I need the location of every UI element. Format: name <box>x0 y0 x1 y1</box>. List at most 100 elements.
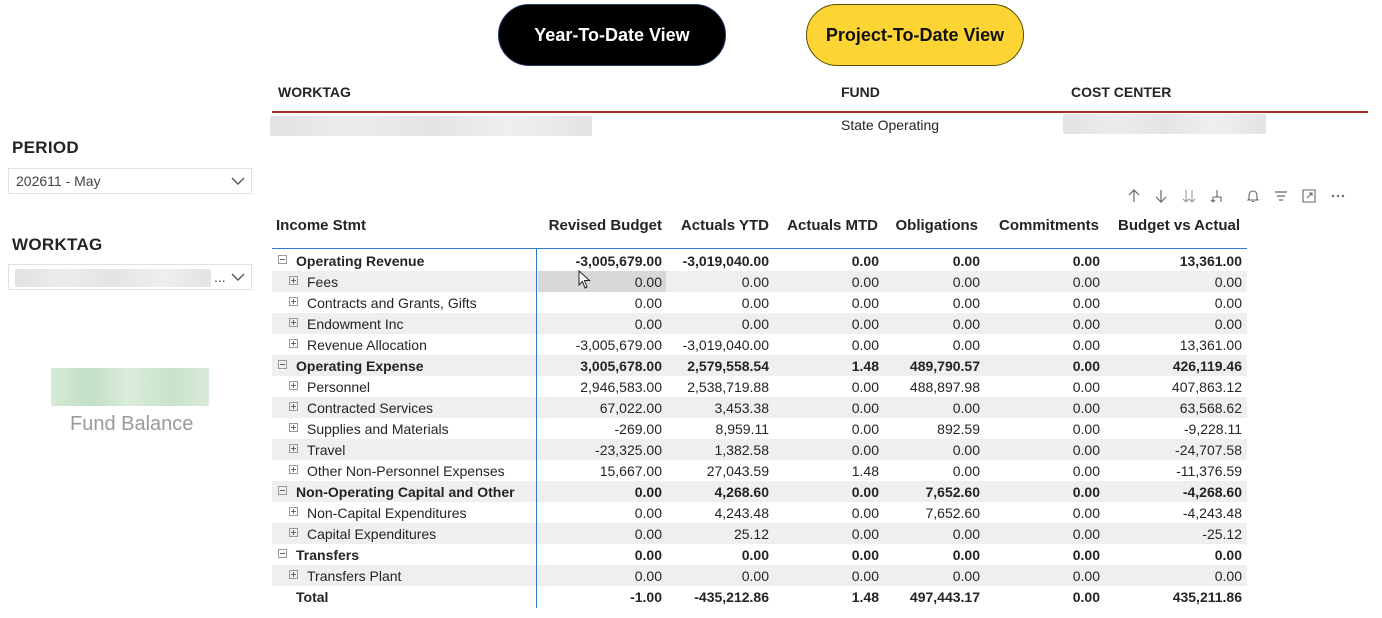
cell-actuals-ytd[interactable]: -3,019,040.00 <box>682 253 769 269</box>
year-to-date-view-button[interactable]: Year-To-Date View <box>498 4 726 66</box>
cell-actuals-ytd[interactable]: -435,212.86 <box>694 589 769 605</box>
cell-commitments[interactable]: 0.00 <box>1072 505 1100 521</box>
cell-actuals-ytd[interactable]: 8,959.11 <box>715 421 769 437</box>
cell-actuals-ytd[interactable]: 3,453.38 <box>714 400 770 416</box>
cell-commitments[interactable]: 0.00 <box>1072 463 1100 479</box>
worktag-dropdown[interactable]: ... <box>8 264 252 290</box>
cell-commitments[interactable]: 0.00 <box>1072 547 1100 563</box>
cell-commitments[interactable]: 0.00 <box>1072 421 1100 437</box>
cell-actuals-ytd[interactable]: 0.00 <box>741 274 769 290</box>
cell-commitments[interactable]: 0.00 <box>1072 274 1100 290</box>
cell-revised-budget[interactable]: -23,325.00 <box>595 442 662 458</box>
cell-budget-vs-actual[interactable]: 0.00 <box>1214 274 1242 290</box>
cell-budget-vs-actual[interactable]: 435,211.86 <box>1172 589 1242 605</box>
table-row[interactable]: Fees 0.00 0.00 0.00 0.00 0.00 0.00 <box>272 271 1247 292</box>
cell-budget-vs-actual[interactable]: 63,568.62 <box>1179 400 1242 416</box>
table-row[interactable]: Contracts and Grants, Gifts 0.00 0.00 0.00 0… <box>272 292 1247 313</box>
cell-actuals-ytd[interactable]: -3,019,040.00 <box>682 337 769 353</box>
collapse-icon[interactable] <box>278 486 287 495</box>
cell-revised-budget[interactable]: -3,005,679.00 <box>575 253 662 269</box>
cell-commitments[interactable]: 0.00 <box>1072 379 1100 395</box>
cell-obligations[interactable]: 0.00 <box>952 463 980 479</box>
cell-obligations[interactable]: 0.00 <box>952 442 980 458</box>
cell-revised-budget[interactable]: 15,667.00 <box>599 463 662 479</box>
expand-icon[interactable] <box>289 318 298 327</box>
cell-revised-budget[interactable]: -3,005,679.00 <box>575 337 662 353</box>
category-row[interactable]: Transfers 0.00 0.00 0.00 0.00 0.00 0.00 <box>272 544 1247 565</box>
cell-actuals-mtd[interactable]: 1.48 <box>851 358 879 374</box>
expand-icon[interactable] <box>289 528 298 537</box>
total-row[interactable]: Total -1.00 -435,212.86 1.48 497,443.17 0.00 4… <box>272 586 1247 607</box>
expand-icon[interactable] <box>289 402 298 411</box>
cell-obligations[interactable]: 0.00 <box>952 568 980 584</box>
cell-revised-budget[interactable]: 0.00 <box>634 547 662 563</box>
period-dropdown[interactable]: 202611 - May <box>8 168 252 194</box>
arrow-down-icon[interactable] <box>1153 188 1169 204</box>
cell-actuals-mtd[interactable]: 0.00 <box>851 379 879 395</box>
expand-icon[interactable] <box>289 444 298 453</box>
cell-revised-budget[interactable]: 0.00 <box>634 274 662 290</box>
expand-icon[interactable] <box>289 570 298 579</box>
cell-obligations[interactable]: 7,652.60 <box>925 505 981 521</box>
column-header-obligations[interactable]: Obligations <box>895 217 979 234</box>
cell-commitments[interactable]: 0.00 <box>1072 295 1100 311</box>
collapse-icon[interactable] <box>278 255 287 264</box>
cell-actuals-mtd[interactable]: 0.00 <box>851 505 879 521</box>
category-row[interactable]: Operating Revenue -3,005,679.00 -3,019,040… <box>272 250 1247 271</box>
expand-icon[interactable] <box>289 339 298 348</box>
cell-revised-budget[interactable]: 0.00 <box>634 505 662 521</box>
cell-revised-budget[interactable]: 0.00 <box>634 484 662 500</box>
cell-commitments[interactable]: 0.00 <box>1072 400 1100 416</box>
double-arrow-down-icon[interactable] <box>1181 188 1197 204</box>
table-row[interactable]: Endowment Inc 0.00 0.00 0.00 0.00 0.00 0.00 <box>272 313 1247 334</box>
filter-icon[interactable] <box>1273 188 1289 204</box>
cell-revised-budget[interactable]: -1.00 <box>630 589 662 605</box>
cell-actuals-mtd[interactable]: 0.00 <box>851 484 879 500</box>
cell-actuals-ytd[interactable]: 0.00 <box>741 547 769 563</box>
cell-obligations[interactable]: 0.00 <box>952 274 980 290</box>
expand-icon[interactable] <box>289 465 298 474</box>
table-row[interactable]: Supplies and Materials -269.00 8,959.11 0.0… <box>272 418 1247 439</box>
expand-hierarchy-icon[interactable] <box>1209 188 1225 204</box>
table-row[interactable]: Contracted Services 67,022.00 3,453.38 0.00… <box>272 397 1247 418</box>
cell-commitments[interactable]: 0.00 <box>1072 253 1100 269</box>
cell-commitments[interactable]: 0.00 <box>1072 337 1100 353</box>
focus-mode-icon[interactable] <box>1301 188 1317 204</box>
cell-actuals-ytd[interactable]: 2,538,719.88 <box>687 379 769 395</box>
cell-obligations[interactable]: 0.00 <box>952 253 980 269</box>
cell-revised-budget[interactable]: 67,022.00 <box>599 400 662 416</box>
column-header-budget-vs-actual[interactable]: Budget vs Actual <box>1118 217 1240 234</box>
cell-actuals-ytd[interactable]: 25.12 <box>733 526 769 542</box>
cell-budget-vs-actual[interactable]: -11,376.59 <box>1176 463 1242 479</box>
cell-actuals-ytd[interactable]: 0.00 <box>741 568 769 584</box>
cell-obligations[interactable]: 489,790.57 <box>909 358 980 374</box>
cell-budget-vs-actual[interactable]: 426,119.46 <box>1172 358 1242 374</box>
cell-actuals-ytd[interactable]: 1,382.58 <box>714 442 770 458</box>
cell-commitments[interactable]: 0.00 <box>1072 526 1100 542</box>
cell-obligations[interactable]: 0.00 <box>952 547 980 563</box>
bell-icon[interactable] <box>1245 188 1261 204</box>
cell-actuals-ytd[interactable]: 4,243.48 <box>714 505 770 521</box>
cell-obligations[interactable]: 7,652.60 <box>925 484 981 500</box>
cell-actuals-mtd[interactable]: 0.00 <box>851 316 879 332</box>
cell-budget-vs-actual[interactable]: 0.00 <box>1214 547 1242 563</box>
cell-actuals-ytd[interactable]: 0.00 <box>741 295 769 311</box>
table-row[interactable]: Revenue Allocation -3,005,679.00 -3,019,04… <box>272 334 1247 355</box>
more-options-icon[interactable] <box>1330 188 1346 204</box>
cell-actuals-mtd[interactable]: 1.48 <box>851 463 879 479</box>
expand-icon[interactable] <box>289 297 298 306</box>
cell-revised-budget[interactable]: 0.00 <box>634 568 662 584</box>
cell-budget-vs-actual[interactable]: -9,228.11 <box>1183 421 1242 437</box>
cell-actuals-mtd[interactable]: 0.00 <box>851 337 879 353</box>
cell-budget-vs-actual[interactable]: -4,268.60 <box>1182 484 1242 500</box>
cell-actuals-mtd[interactable]: 0.00 <box>851 547 879 563</box>
cell-budget-vs-actual[interactable]: 407,863.12 <box>1171 379 1242 395</box>
project-to-date-view-button[interactable]: Project-To-Date View <box>806 4 1024 66</box>
cell-commitments[interactable]: 0.00 <box>1072 589 1100 605</box>
table-row[interactable]: Non-Capital Expenditures 0.00 4,243.48 0.00… <box>272 502 1247 523</box>
cell-revised-budget[interactable]: 0.00 <box>634 316 662 332</box>
table-row[interactable]: Capital Expenditures 0.00 25.12 0.00 0.00 0.0… <box>272 523 1247 544</box>
cell-budget-vs-actual[interactable]: -25.12 <box>1202 526 1242 542</box>
cell-budget-vs-actual[interactable]: 0.00 <box>1214 295 1242 311</box>
column-header-commitments[interactable]: Commitments <box>998 217 1099 234</box>
